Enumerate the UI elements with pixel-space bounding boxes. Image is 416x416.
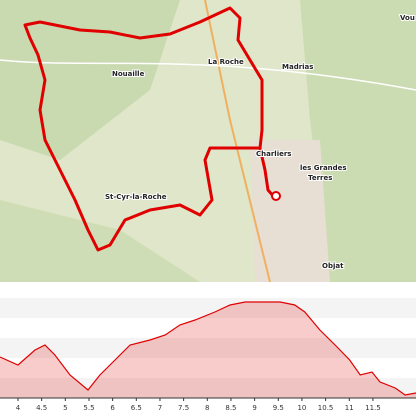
band xyxy=(0,338,416,358)
x-tick-label: 4.5 xyxy=(36,404,47,412)
place-label: les Grandes xyxy=(300,164,347,172)
elevation-bands xyxy=(0,298,416,398)
elevation-area xyxy=(0,302,416,398)
x-tick-label: 5 xyxy=(63,404,67,412)
x-tick-label: 10.5 xyxy=(318,404,334,412)
x-tick-label: 4 xyxy=(16,404,21,412)
x-tick-label: 6.5 xyxy=(131,404,142,412)
place-label: Nouaille xyxy=(112,70,145,78)
x-tick-label: 7.5 xyxy=(178,404,189,412)
x-tick-label: 11 xyxy=(345,404,354,412)
place-label: Charliers xyxy=(256,150,291,158)
elevation-line xyxy=(0,301,416,396)
town xyxy=(250,140,330,282)
place-label: La Roche xyxy=(208,58,244,66)
road xyxy=(204,0,271,283)
band xyxy=(0,378,416,398)
band xyxy=(0,298,416,318)
x-tick-label: 11.5 xyxy=(365,404,381,412)
forest xyxy=(0,0,180,160)
forest xyxy=(300,0,416,282)
place-label: Terres xyxy=(308,174,332,182)
x-tick-label: 8 xyxy=(205,404,209,412)
place-label: Vou xyxy=(400,14,415,22)
place-label: Madrias xyxy=(282,63,313,71)
map: St-Cyr-la-Roche les Grandes Terres Objat… xyxy=(0,0,416,283)
x-tick-label: 6 xyxy=(110,404,115,412)
x-tick-label: 9 xyxy=(252,404,256,412)
place-label: Objat xyxy=(322,262,344,270)
x-tick-label: 8.5 xyxy=(225,404,236,412)
x-tick-label: 5.5 xyxy=(83,404,94,412)
x-tick-label: 7 xyxy=(158,404,162,412)
forest xyxy=(0,200,200,282)
place-label: St-Cyr-la-Roche xyxy=(105,193,167,201)
start-marker xyxy=(271,191,281,201)
x-tick-label: 9.5 xyxy=(273,404,284,412)
x-tick-label: 10 xyxy=(297,404,306,412)
